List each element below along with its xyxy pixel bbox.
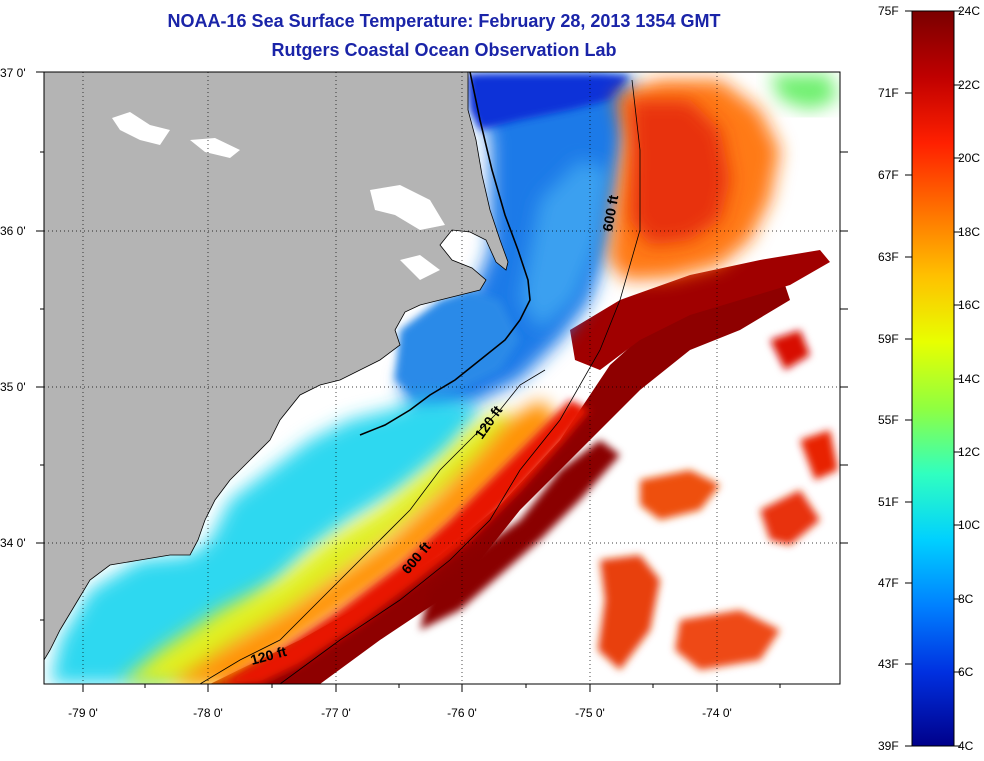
gulf-stream-core: [210, 270, 790, 684]
bathymetry-contours: [199, 79, 641, 684]
cb-c-14: 14C: [958, 372, 981, 386]
cb-c-24: 24C: [958, 4, 981, 18]
lat-label-37: 37 0': [0, 66, 26, 80]
orange-band: [170, 400, 560, 684]
cb-f-75: 75F: [878, 4, 899, 18]
cb-f-67: 67F: [878, 168, 899, 182]
inland-water-2: [190, 138, 240, 158]
lon-label-76: -76 0': [447, 706, 477, 720]
cb-f-71: 71F: [878, 86, 899, 100]
warm-patch-east-5: [770, 330, 810, 370]
warm-mix-band: [120, 410, 520, 684]
map-frame: [43, 71, 841, 685]
cb-c-12: 12C: [958, 445, 981, 459]
cb-c-6: 6C: [958, 665, 974, 679]
lon-label-79: -79 0': [68, 706, 98, 720]
lon-label-75: -75 0': [575, 706, 605, 720]
contour-600ft-line: [279, 79, 641, 684]
cb-f-55: 55F: [878, 413, 899, 427]
cb-f-51: 51F: [878, 495, 899, 509]
lat-label-35: 35 0': [0, 380, 26, 394]
cyan-shelf-water: [50, 400, 480, 684]
lon-label-78: -78 0': [193, 706, 223, 720]
sound-water: [395, 290, 520, 400]
cb-c-22: 22C: [958, 78, 981, 92]
map-subtitle: Rutgers Coastal Ocean Observation Lab: [271, 40, 617, 60]
inland-water-3: [370, 185, 445, 230]
map-title: NOAA-16 Sea Surface Temperature: Februar…: [167, 11, 721, 31]
gulf-stream-patches: [420, 440, 620, 630]
contour-label-north-600: 600 ft: [599, 193, 621, 232]
lat-label-34: 34 0': [0, 536, 26, 550]
contour-120ft-line: [199, 369, 546, 684]
cb-c-16: 16C: [958, 298, 981, 312]
cb-c-10: 10C: [958, 518, 981, 532]
cb-f-47: 47F: [878, 576, 899, 590]
outer-banks: [359, 72, 531, 436]
warm-patch-east-2: [640, 470, 720, 520]
warm-patch-east-1: [598, 555, 660, 670]
warm-patch-east-6: [800, 430, 838, 480]
lat-label-36: 36 0': [0, 224, 26, 238]
cb-f-43: 43F: [878, 657, 899, 671]
cb-c-18: 18C: [958, 225, 981, 239]
cb-c-4: 4C: [958, 739, 974, 753]
land: [44, 72, 509, 661]
red-offshore-ne: [630, 100, 730, 245]
cb-c-8: 8C: [958, 592, 974, 606]
green-patch-ne: [770, 74, 838, 110]
warm-patch-east-3: [760, 490, 820, 545]
cb-f-63: 63F: [878, 250, 899, 264]
gulf-stream-north: [570, 250, 830, 370]
axis-ticks: [36, 71, 848, 692]
inland-water-1: [112, 112, 170, 145]
cb-f-39: 39F: [878, 739, 899, 753]
cb-f-59: 59F: [878, 332, 899, 346]
graticule: [44, 72, 840, 684]
lon-label-74: -74 0': [702, 706, 732, 720]
deep-blue-north: [468, 74, 630, 130]
cb-c-20: 20C: [958, 151, 981, 165]
inland-water-4: [400, 255, 440, 280]
colorbar-ticks: [905, 10, 961, 747]
mid-blue-patch: [520, 160, 610, 330]
colorbar: [911, 10, 955, 747]
warm-patch-east-4: [675, 610, 780, 670]
lon-label-77: -77 0': [321, 706, 351, 720]
